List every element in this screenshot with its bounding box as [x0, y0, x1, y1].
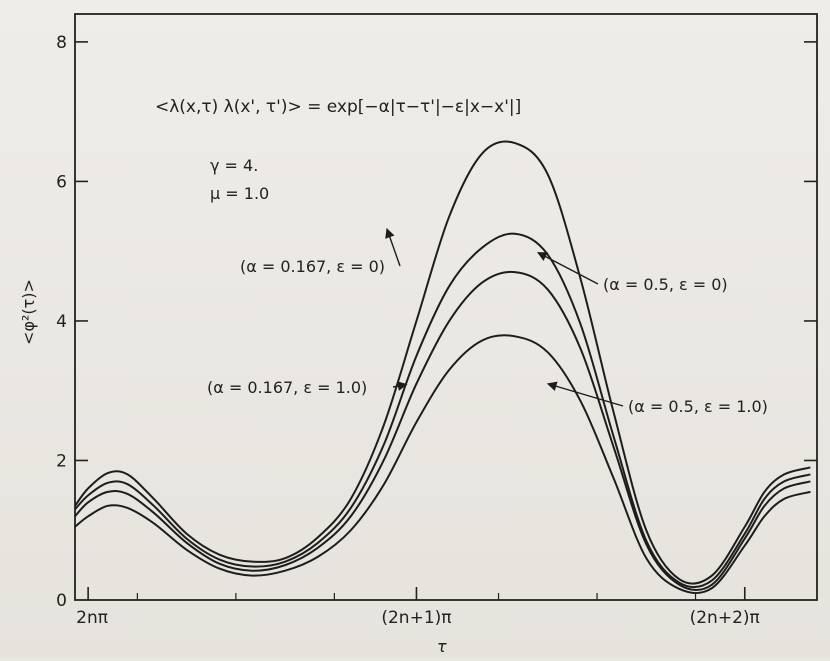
y-tick-label: 8 [56, 33, 67, 53]
series-annotation-arrow [537, 251, 599, 285]
plot-frame [74, 13, 818, 601]
series-alpha-0167-eps-1 [74, 270, 811, 592]
series-annotation-label: (α = 0.5, ε = 0) [603, 275, 728, 294]
formula-text: <λ(x,τ) λ(x', τ')> = exp[−α|τ−τ'|−ε|x−x'… [155, 97, 521, 117]
annotation-layer: (α = 0.167, ε = 0) (α = 0.5, ε = 0) (α = 0… [207, 227, 768, 416]
param-gamma: γ = 4. [210, 156, 258, 175]
y-tick-label: 0 [56, 591, 67, 611]
y-tick-label: 4 [56, 312, 67, 332]
plot-frame-layer [74, 13, 818, 601]
y-axis-label: <φ²(τ)> [19, 279, 38, 345]
param-mu: μ = 1.0 [210, 184, 269, 203]
tick-layer: 0 2 4 6 8 2nπ (2n+1)π (2n+2)π [56, 33, 817, 628]
series-annotation-label: (α = 0.167, ε = 1.0) [207, 378, 367, 397]
series-annotation-arrow [385, 227, 401, 267]
series-annotation-arrow [392, 381, 408, 391]
series-alpha-05-eps-0 [74, 232, 811, 589]
x-tick-label: 2nπ [76, 608, 108, 628]
y-tick-label: 2 [56, 451, 67, 471]
x-tick-label: (2n+2)π [690, 608, 760, 628]
series-alpha-0167-eps-0 [74, 140, 811, 585]
y-tick-label: 6 [56, 172, 67, 192]
series-layer [74, 140, 811, 595]
series-annotation-label: (α = 0.167, ε = 0) [240, 257, 385, 276]
x-axis-label: τ [437, 637, 447, 656]
series-annotation-label: (α = 0.5, ε = 1.0) [628, 397, 768, 416]
x-tick-label: (2n+1)π [381, 608, 451, 628]
series-alpha-05-eps-1 [74, 334, 811, 595]
series-annotation-arrow [546, 381, 624, 407]
